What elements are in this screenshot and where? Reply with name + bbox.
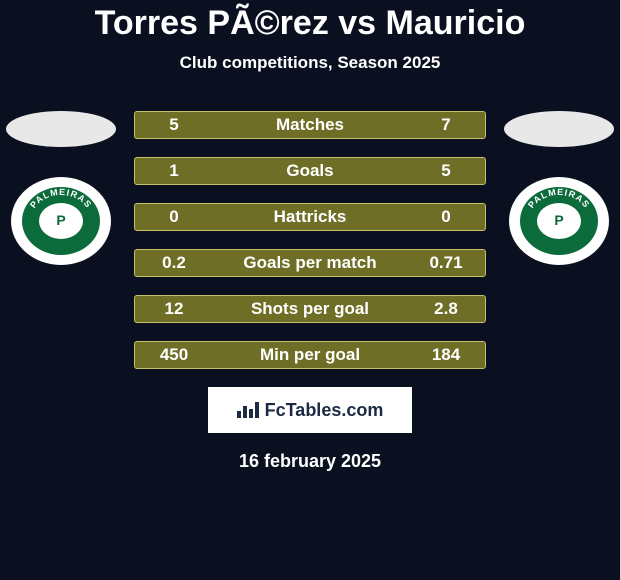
right-team-logo-icon: PALMEIRAS P: [509, 177, 609, 265]
stat-row: 1Goals5: [134, 157, 486, 185]
stat-right-value: 0: [407, 207, 485, 227]
stat-left-value: 0.2: [135, 253, 213, 273]
stat-row: 450Min per goal184: [134, 341, 486, 369]
stat-label: Hattricks: [213, 207, 407, 227]
stat-label: Shots per goal: [213, 299, 407, 319]
stat-right-value: 7: [407, 115, 485, 135]
stat-left-value: 450: [135, 345, 213, 365]
stat-right-value: 0.71: [407, 253, 485, 273]
stat-right-value: 184: [407, 345, 485, 365]
stat-row: 0.2Goals per match0.71: [134, 249, 486, 277]
stat-left-value: 1: [135, 161, 213, 181]
stat-row: 0Hattricks0: [134, 203, 486, 231]
stats-table: 5Matches71Goals50Hattricks00.2Goals per …: [134, 111, 486, 387]
stat-label: Matches: [213, 115, 407, 135]
comparison-date: 16 february 2025: [0, 451, 620, 472]
left-side: PALMEIRAS P: [6, 111, 116, 265]
stat-label: Goals per match: [213, 253, 407, 273]
stat-row: 12Shots per goal2.8: [134, 295, 486, 323]
stat-label: Goals: [213, 161, 407, 181]
right-side: PALMEIRAS P: [504, 111, 614, 265]
svg-text:P: P: [554, 212, 563, 228]
stat-right-value: 5: [407, 161, 485, 181]
fctables-watermark: FcTables.com: [208, 387, 412, 433]
stat-right-value: 2.8: [407, 299, 485, 319]
stat-left-value: 12: [135, 299, 213, 319]
right-flag-icon: [504, 111, 614, 147]
comparison-title: Torres PÃ©rez vs Mauricio: [0, 4, 620, 43]
left-flag-icon: [6, 111, 116, 147]
svg-text:P: P: [56, 212, 65, 228]
stat-row: 5Matches7: [134, 111, 486, 139]
stat-left-value: 0: [135, 207, 213, 227]
stat-left-value: 5: [135, 115, 213, 135]
left-team-logo-icon: PALMEIRAS P: [11, 177, 111, 265]
watermark-text: FcTables.com: [265, 400, 384, 421]
comparison-subtitle: Club competitions, Season 2025: [0, 53, 620, 73]
stat-label: Min per goal: [213, 345, 407, 365]
bar-chart-icon: [237, 402, 259, 418]
